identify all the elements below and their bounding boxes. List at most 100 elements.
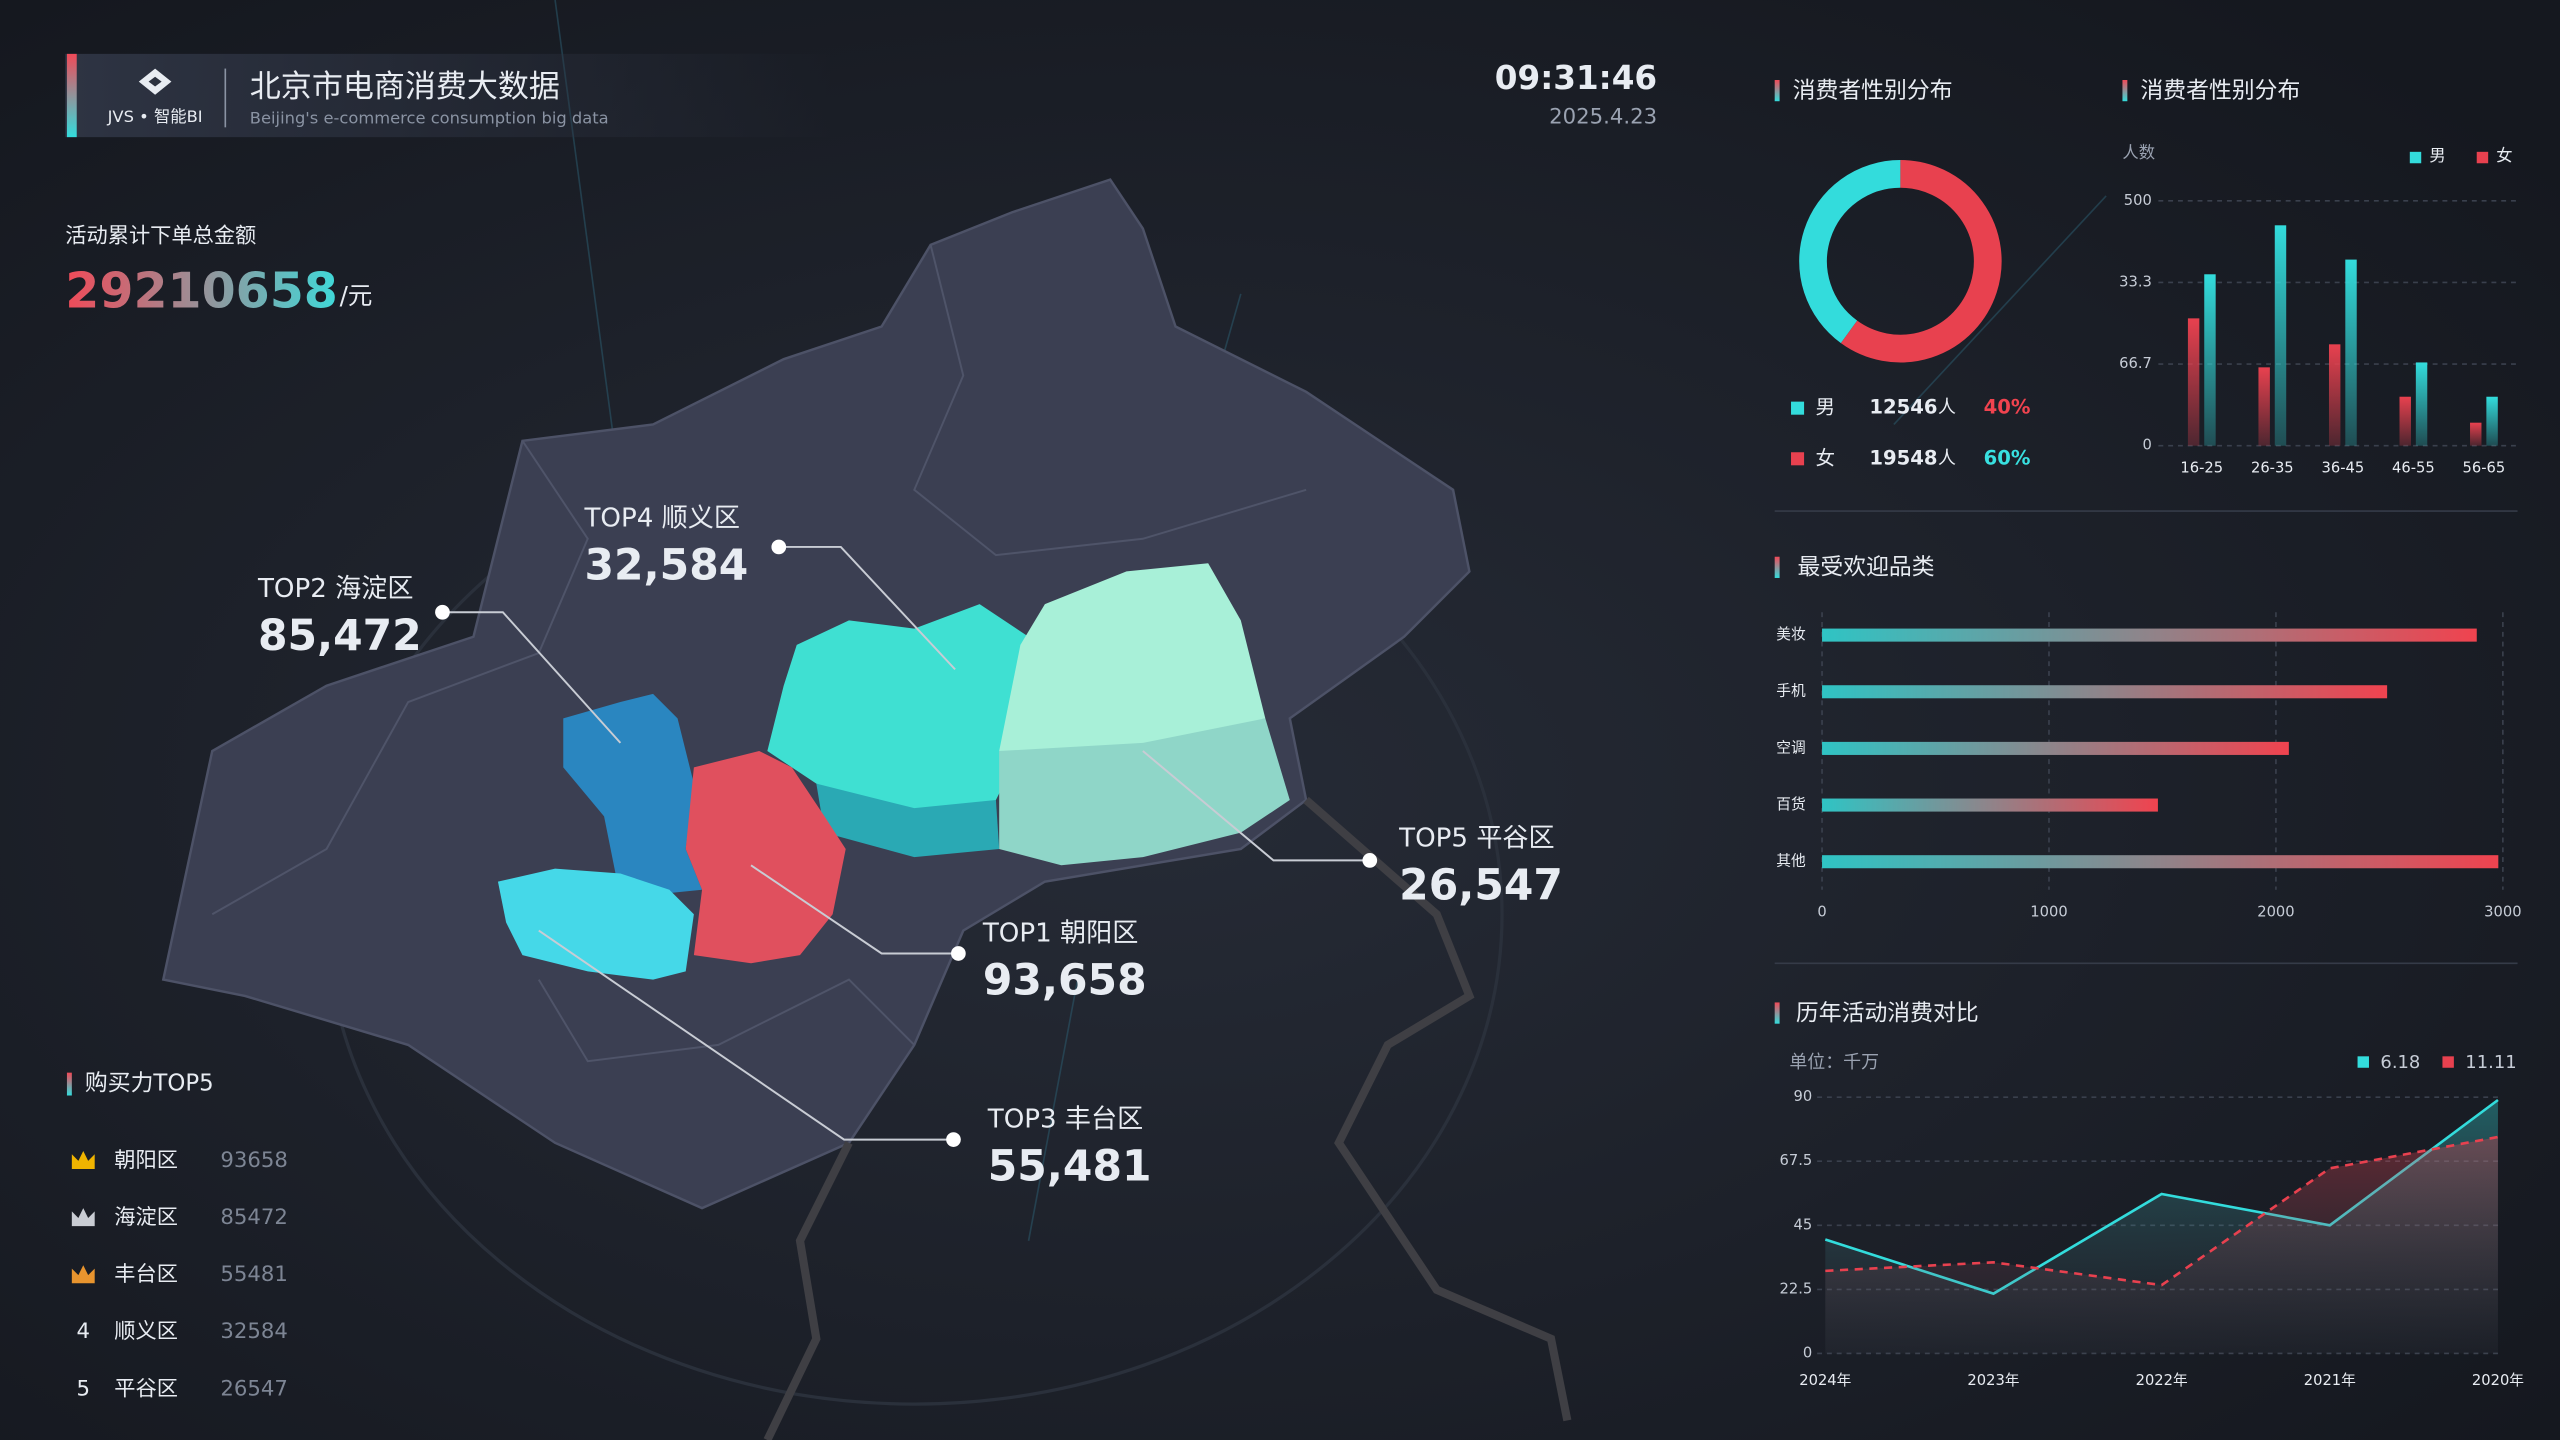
y-tick-label: 22.5 [1780,1280,1813,1297]
section-accent [1774,80,1780,102]
y-axis-label: 人数 [2122,143,2155,162]
rank-value: 93658 [220,1148,288,1173]
callout-value: 32,584 [584,542,748,591]
unit-label: 单位：千万 [1789,1052,1879,1073]
map-callouts: TOP1 朝阳区 93,658 TOP2 海淀区 85,472 TOP3 丰台区 55,4… [257,504,1563,1192]
bar [1822,685,2388,699]
bar [2486,396,2498,446]
percent-label: 40% [1984,396,2031,419]
kpi-unit: /元 [340,281,373,310]
callout-line [442,611,622,744]
bar [2274,225,2287,446]
bar [2204,274,2216,446]
section-accent [2122,80,2128,102]
callout-value: 26,547 [1399,862,1563,911]
legend-label: 女 [2496,146,2512,165]
legend-name: 男 [1816,396,1836,419]
decor-line [1893,195,2107,426]
header-accent [66,53,77,138]
y-tick-label: 500 [2124,192,2152,209]
district-pinggu-side [999,718,1290,866]
district-shunyi [767,604,1029,809]
bar [1822,855,2499,869]
callout-line [750,864,959,955]
rank-number: 4 [77,1319,91,1344]
x-tick-label: 2024年 [1799,1372,1851,1389]
legend-swatch [2357,1056,2369,1068]
map-border-line [1303,796,1572,1422]
callout-label: TOP3 丰台区 [987,1105,1143,1135]
clock-date: 2025.4.23 [1549,105,1657,130]
crown-icon [71,1208,95,1227]
bar [2415,362,2428,446]
section-accent [1774,556,1780,578]
callout-dot [951,946,966,961]
rank-value: 55481 [220,1262,288,1287]
count-unit: 人 [1938,448,1956,469]
rank-number: 5 [77,1376,91,1401]
bar [2328,344,2341,446]
logo-text: JVS • 智能BI [107,107,203,126]
district-haidian [563,693,703,898]
rank-name: 顺义区 [114,1319,178,1344]
legend-label: 男 [2429,146,2445,165]
rank-name: 海淀区 [114,1205,178,1230]
callout-label: TOP4 顺义区 [583,504,739,534]
callout-label: TOP1 朝阳区 [982,918,1138,948]
district-pinggu [999,563,1266,752]
map-boundary [913,244,1307,557]
x-tick-label: 2020年 [2472,1372,2524,1389]
ranking-title: 购买力TOP5 [85,1071,214,1097]
kpi-label: 活动累计下单总金额 [65,224,256,249]
header-title: 北京市电商消费大数据 [250,69,560,105]
rank-name: 丰台区 [114,1262,178,1287]
x-tick-label: 2022年 [2136,1372,2188,1389]
panel-title: 消费者性别分布 [2140,78,2300,104]
callout-value: 85,472 [258,612,422,661]
rank-name: 朝阳区 [114,1148,178,1173]
ranking-list: 朝阳区 93658 海淀区 85472 丰台区 55481 4 顺义区 32584 5 平谷区 265… [71,1148,288,1401]
header-panel [65,53,833,138]
bar [1822,628,2477,642]
x-tick-label: 46-55 [2392,460,2435,477]
district-fengtai [497,868,694,980]
legend-label: 11.11 [2465,1052,2516,1073]
section-accent [66,1072,72,1096]
legend-swatch [2409,151,2422,164]
count-value: 19548 [1869,446,1937,469]
panel-title: 消费者性别分布 [1793,78,1953,104]
count-value: 12546 [1869,396,1937,419]
y-tick-label: 67.5 [1780,1152,1813,1169]
category-label: 美妆 [1776,626,1806,643]
crown-icon [71,1151,95,1169]
bar [2187,318,2200,446]
map-border-line [763,1141,853,1440]
callout-dot [771,539,787,555]
callout-value: 93,658 [983,956,1147,1005]
bar [2470,422,2482,446]
panel-title: 最受欢迎品类 [1798,555,1935,581]
clock-time: 09:31:46 [1495,59,1657,97]
kpi-value: 29210658 [65,262,338,319]
legend-swatch [1791,401,1805,415]
x-tick-label: 0 [1817,904,1826,921]
legend-swatch [2476,151,2489,164]
x-tick-label: 3000 [2484,904,2521,921]
area [1825,1137,2498,1354]
panel-title: 历年活动消费对比 [1796,1000,1979,1026]
crown-icon [71,1265,95,1284]
y-tick-label: 45 [1794,1216,1813,1233]
category-label: 百货 [1776,796,1805,813]
rank-name: 平谷区 [114,1376,178,1401]
callout-line [1142,750,1370,862]
callout-dot [1362,853,1378,868]
callout-dot [946,1132,961,1147]
donut-segment [1840,160,2002,363]
callout-label: TOP2 海淀区 [257,574,413,604]
x-tick-label: 2000 [2257,904,2294,921]
legend-swatch [1791,452,1805,466]
donut-segment [1799,160,1901,344]
rank-value: 26547 [220,1376,288,1401]
bar [2258,367,2270,446]
